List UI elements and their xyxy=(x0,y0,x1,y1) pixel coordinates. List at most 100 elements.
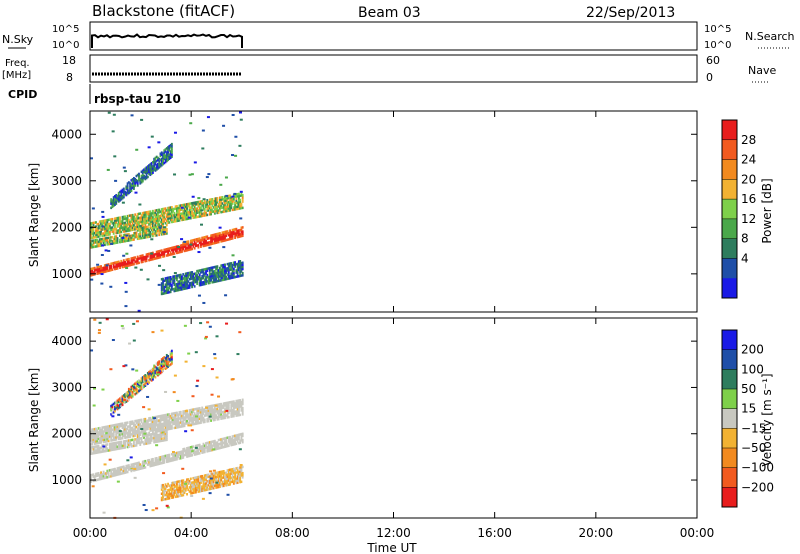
heatmap-cell xyxy=(220,233,223,237)
heatmap-cell xyxy=(200,413,202,416)
heatmap-cell xyxy=(96,437,99,441)
heatmap-cell xyxy=(120,466,123,469)
heatmap-cell xyxy=(146,382,149,385)
heatmap-cell xyxy=(158,229,161,232)
heatmap-cell xyxy=(191,491,194,495)
heatmap-cell xyxy=(120,424,123,428)
heatmap-cell xyxy=(215,209,218,213)
heatmap-cell xyxy=(220,402,223,406)
heatmap-cell xyxy=(217,413,220,417)
heatmap-cell xyxy=(154,461,157,464)
heatmap-cell xyxy=(121,238,124,241)
heatmap-cell xyxy=(108,269,111,272)
heatmap-cell xyxy=(224,232,226,236)
heatmap-cell xyxy=(151,222,154,225)
heatmap-cell xyxy=(198,283,201,287)
heatmap-cell xyxy=(215,416,218,419)
heatmap-cell xyxy=(131,393,134,396)
heatmap-cell xyxy=(130,422,133,426)
heatmap-cell xyxy=(240,268,243,271)
heatmap-cell xyxy=(203,278,206,282)
heatmap-cell xyxy=(191,210,194,213)
heatmap-cell xyxy=(136,468,139,471)
heatmap-cell xyxy=(168,419,171,422)
heatmap-cell xyxy=(150,458,153,461)
heatmap-cell xyxy=(240,407,243,410)
heatmap-cell xyxy=(224,230,226,234)
heatmap-cell xyxy=(127,394,130,397)
heatmap-cell xyxy=(198,483,201,487)
heatmap-cell xyxy=(170,481,173,485)
heatmap-cell xyxy=(170,457,173,460)
heatmap-cell xyxy=(162,216,164,219)
heatmap-cell xyxy=(110,408,113,412)
heatmap-cell xyxy=(143,420,145,423)
heatmap-cell xyxy=(225,438,228,442)
heatmap-cell xyxy=(153,426,156,430)
heatmap-cell xyxy=(120,222,123,225)
heatmap-cell xyxy=(155,419,158,423)
heatmap-cell xyxy=(140,381,143,384)
heatmap-cell xyxy=(103,234,106,237)
heatmap-cell xyxy=(201,447,204,450)
heatmap-cell xyxy=(220,270,223,274)
heatmap-cell xyxy=(225,473,228,477)
heatmap-cell xyxy=(203,268,206,271)
heatmap-cell xyxy=(202,408,205,411)
heatmap-cell xyxy=(155,368,158,372)
heatmap-cell xyxy=(157,361,159,364)
heatmap-cell xyxy=(198,200,201,204)
heatmap-cell xyxy=(130,226,133,230)
heatmap-cell xyxy=(212,474,215,477)
heatmap-cell xyxy=(173,491,176,495)
heatmap-cell xyxy=(131,428,134,432)
heatmap-cell xyxy=(136,439,139,443)
heatmap-cell xyxy=(236,401,239,405)
heatmap-cell xyxy=(107,469,110,472)
heatmap-cell xyxy=(138,441,140,445)
heatmap-cell xyxy=(169,275,172,279)
heatmap-cell xyxy=(179,456,182,460)
heatmap-cell xyxy=(106,265,109,269)
heatmap-cell xyxy=(163,434,166,438)
heatmap-cell xyxy=(236,203,239,206)
heatmap-cell xyxy=(192,420,195,424)
heatmap-cell xyxy=(159,462,162,465)
heatmap-cell xyxy=(121,265,124,269)
heatmap-cell xyxy=(143,170,145,174)
heatmap-cell xyxy=(193,487,196,490)
heatmap-cell xyxy=(160,284,163,287)
heatmap-cell xyxy=(162,220,164,223)
nave-tick-top: 60 xyxy=(706,54,720,67)
heatmap-cell xyxy=(144,376,147,379)
heatmap-cell xyxy=(192,283,195,286)
heatmap-cell xyxy=(174,247,177,251)
heatmap-cell xyxy=(139,177,142,181)
heatmap-cell xyxy=(135,381,138,384)
heatmap-cell xyxy=(115,445,118,449)
heatmap-cell xyxy=(95,451,97,455)
heatmap-cell xyxy=(158,435,161,439)
heatmap-cell xyxy=(116,407,119,411)
heatmap-cell xyxy=(138,172,140,176)
heatmap-cell xyxy=(155,168,158,171)
heatmap-cell xyxy=(168,214,171,218)
heatmap-cell xyxy=(138,225,140,228)
heatmap-cell xyxy=(150,218,153,221)
heatmap-cell xyxy=(105,231,108,235)
heatmap-cell xyxy=(132,228,135,231)
heatmap-cell xyxy=(135,258,138,261)
heatmap-cell xyxy=(170,418,173,422)
heatmap-cell xyxy=(90,434,92,438)
heatmap-cell xyxy=(115,231,118,235)
heatmap-cell xyxy=(229,483,231,486)
heatmap-cell xyxy=(175,453,178,457)
heatmap-cell xyxy=(203,474,206,477)
heatmap-cell xyxy=(169,154,172,157)
heatmap-cell xyxy=(135,437,138,441)
heatmap-cell xyxy=(116,241,119,244)
heatmap-cell xyxy=(146,433,149,437)
heatmap-cell xyxy=(226,262,229,266)
heatmap-cell xyxy=(239,198,242,202)
heatmap-cell xyxy=(134,177,137,181)
